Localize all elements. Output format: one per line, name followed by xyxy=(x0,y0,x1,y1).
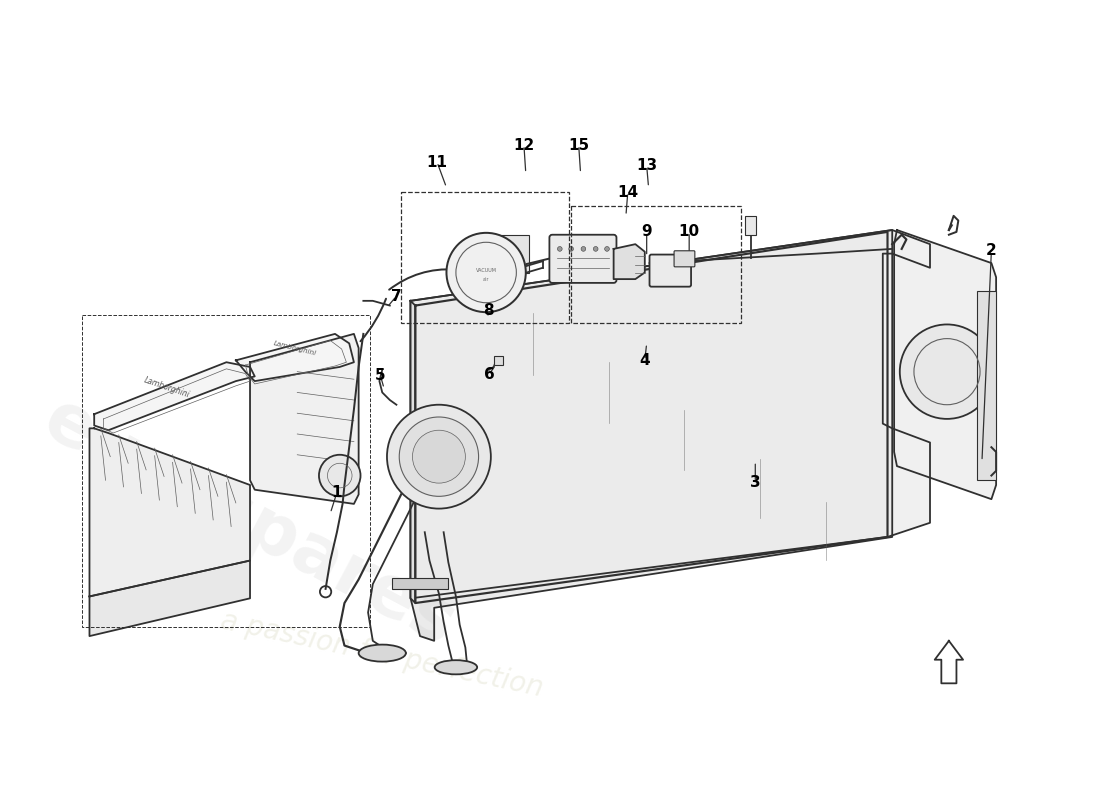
Circle shape xyxy=(581,246,586,251)
Text: Lamborghini: Lamborghini xyxy=(273,340,318,357)
Text: 14: 14 xyxy=(617,185,638,200)
FancyBboxPatch shape xyxy=(549,234,616,283)
Text: 4: 4 xyxy=(639,353,650,368)
Polygon shape xyxy=(614,244,645,279)
Polygon shape xyxy=(95,362,255,430)
Text: 2: 2 xyxy=(986,243,997,258)
Ellipse shape xyxy=(359,645,406,662)
Polygon shape xyxy=(89,561,250,636)
Polygon shape xyxy=(235,334,354,381)
Polygon shape xyxy=(410,230,930,598)
Polygon shape xyxy=(250,334,359,504)
Circle shape xyxy=(399,417,478,496)
Text: 10: 10 xyxy=(679,224,700,239)
FancyBboxPatch shape xyxy=(674,250,695,267)
Circle shape xyxy=(605,246,609,251)
Text: 12: 12 xyxy=(514,138,535,153)
Polygon shape xyxy=(894,230,997,499)
Text: 1: 1 xyxy=(332,485,342,500)
Circle shape xyxy=(900,325,994,419)
Polygon shape xyxy=(410,301,416,603)
Text: 8: 8 xyxy=(483,302,493,318)
Ellipse shape xyxy=(434,660,477,674)
Bar xyxy=(977,291,997,480)
Bar xyxy=(402,192,569,322)
Circle shape xyxy=(412,430,465,483)
Bar xyxy=(81,315,370,626)
Circle shape xyxy=(593,246,598,251)
Bar xyxy=(571,206,741,322)
Text: 15: 15 xyxy=(568,138,590,153)
Bar xyxy=(392,578,449,589)
FancyBboxPatch shape xyxy=(649,254,691,286)
Bar xyxy=(745,216,756,234)
Text: 9: 9 xyxy=(641,224,652,239)
Circle shape xyxy=(447,233,526,312)
Text: 5: 5 xyxy=(375,368,386,383)
Polygon shape xyxy=(89,428,250,597)
Text: 6: 6 xyxy=(484,367,494,382)
Text: eurospares: eurospares xyxy=(32,385,467,661)
Polygon shape xyxy=(410,230,892,641)
Text: 13: 13 xyxy=(636,158,657,174)
Circle shape xyxy=(569,246,573,251)
Text: a passion for perfection: a passion for perfection xyxy=(218,607,547,703)
Text: air: air xyxy=(483,277,490,282)
Circle shape xyxy=(558,246,562,251)
Bar xyxy=(494,356,503,365)
Bar xyxy=(472,234,529,273)
Circle shape xyxy=(319,454,361,496)
Text: 7: 7 xyxy=(392,289,402,304)
Text: VACUUM: VACUUM xyxy=(475,268,496,273)
Text: Lamborghini: Lamborghini xyxy=(143,375,191,399)
Circle shape xyxy=(387,405,491,509)
Text: 11: 11 xyxy=(427,154,448,170)
Text: 3: 3 xyxy=(750,474,760,490)
